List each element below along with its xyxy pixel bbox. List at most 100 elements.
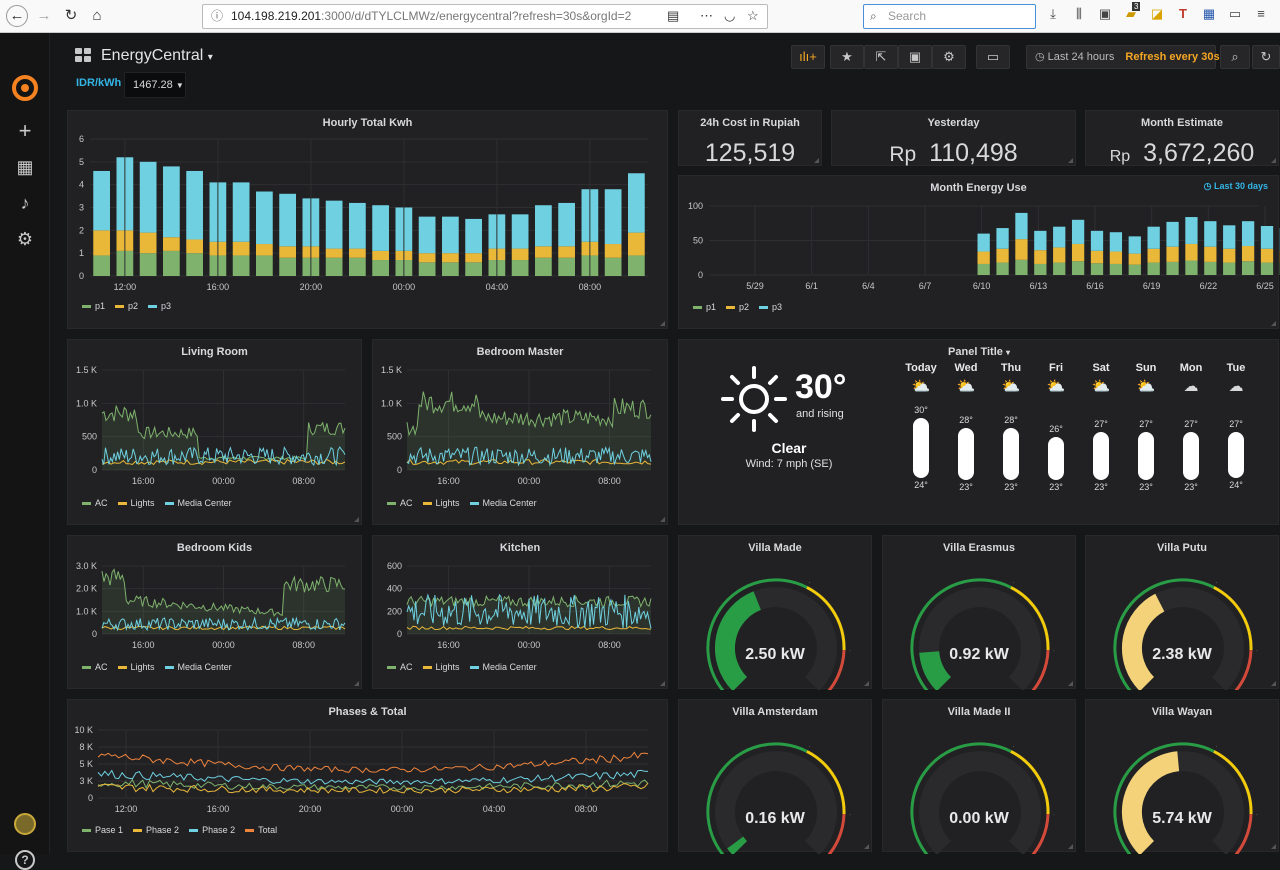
legend-item[interactable]: Total <box>245 825 277 835</box>
legend-item[interactable]: Media Center <box>470 662 537 672</box>
panel-gauge-villa-putu[interactable]: Villa Putu····2.38 kW <box>1085 535 1279 689</box>
panel-stat-yesterday[interactable]: Yesterday Rp 110,498 <box>831 110 1076 166</box>
download-icon[interactable]: ⤓ <box>1044 6 1062 22</box>
legend-item[interactable]: p3 <box>148 301 171 311</box>
reload-icon[interactable]: ↻ <box>60 5 82 27</box>
bar-p3 <box>1034 231 1046 250</box>
url-bar[interactable]: ⓘ 104.198.219.201:3000/d/dTYLCLMWz/energ… <box>202 4 768 29</box>
home-icon[interactable]: ⌂ <box>86 5 108 27</box>
resize-handle[interactable] <box>864 681 869 686</box>
legend-item[interactable]: Media Center <box>165 662 232 672</box>
panel-weather[interactable]: Panel Title ▾ 30° and rising Clear Wind:… <box>678 339 1279 525</box>
back-icon[interactable]: ← <box>6 5 28 27</box>
resize-handle[interactable] <box>814 158 819 163</box>
legend-item[interactable]: p1 <box>82 301 105 311</box>
panel-gauge-villa-erasmus[interactable]: Villa Erasmus····0.92 kW <box>882 535 1076 689</box>
resize-handle[interactable] <box>1271 321 1276 326</box>
resize-handle[interactable] <box>1271 158 1276 163</box>
text-extension-icon[interactable]: T <box>1174 6 1192 21</box>
legend-item[interactable]: Lights <box>423 662 460 672</box>
browser-search-input[interactable]: ⌕ Search <box>863 4 1036 29</box>
panel-stat-month-estimate[interactable]: Month Estimate Rp 3,672,260 <box>1085 110 1279 166</box>
legend-item[interactable]: Lights <box>423 498 460 508</box>
grid-extension-icon[interactable]: ▦ <box>1200 6 1218 22</box>
y-tick-label: 2 <box>79 225 84 235</box>
panel-gauge-villa-made-ii[interactable]: Villa Made II····0.00 kW <box>882 699 1076 852</box>
help-icon[interactable]: ? <box>15 850 35 870</box>
user-avatar[interactable] <box>14 813 36 835</box>
resize-handle[interactable] <box>1068 158 1073 163</box>
zoom-out-button[interactable]: ⌕ <box>1220 45 1250 69</box>
star-button[interactable]: ★ <box>830 45 864 69</box>
extension-badge-icon[interactable]: ▰3 <box>1122 6 1140 22</box>
note-icon[interactable]: ◪ <box>1148 6 1166 22</box>
resize-handle[interactable] <box>1271 844 1276 849</box>
resize-handle[interactable] <box>354 517 359 522</box>
panel-stat-24h-cost[interactable]: 24h Cost in Rupiah 125,519 <box>678 110 822 166</box>
legend-item[interactable]: p3 <box>759 302 782 312</box>
legend-item[interactable]: AC <box>387 662 413 672</box>
add-panel-button[interactable]: ılı+ <box>791 45 825 69</box>
refresh-button[interactable]: ↻ <box>1252 45 1280 69</box>
dashboard-title[interactable]: EnergyCentral ▾ <box>101 47 213 65</box>
panel-gauge-villa-wayan[interactable]: Villa Wayan····5.74 kW <box>1085 699 1279 852</box>
legend-item[interactable]: AC <box>82 662 108 672</box>
resize-handle[interactable] <box>1068 681 1073 686</box>
legend-item[interactable]: Lights <box>118 662 155 672</box>
resize-handle[interactable] <box>1271 681 1276 686</box>
legend-item[interactable]: Media Center <box>165 498 232 508</box>
sidebar-icon[interactable]: ▣ <box>1096 6 1114 22</box>
menu-icon[interactable]: ≡ <box>1252 6 1270 21</box>
library-icon[interactable]: ⫼ <box>1070 6 1088 22</box>
page-actions-icon[interactable]: ⋯ <box>700 4 713 27</box>
y-tick-label: 8 K <box>79 742 93 752</box>
legend-item[interactable]: p2 <box>115 301 138 311</box>
time-picker[interactable]: ◷ Last 24 hours Refresh every 30s <box>1026 45 1216 69</box>
bar-p3 <box>465 219 482 253</box>
legend-item[interactable]: Media Center <box>470 498 537 508</box>
bar-p2 <box>256 244 273 255</box>
panel-gauge-villa-amsterdam[interactable]: Villa Amsterdam····0.16 kW <box>678 699 872 852</box>
grafana-logo-icon[interactable] <box>12 75 38 101</box>
variable-dropdown[interactable]: 1467.28 ▼ <box>124 72 186 98</box>
alerting-bell-icon[interactable]: ♪ <box>13 191 37 215</box>
legend-item[interactable]: Phase 2 <box>133 825 179 835</box>
pocket-icon[interactable]: ◡ <box>724 4 735 27</box>
panel-title[interactable]: Panel Title ▾ <box>679 346 1279 358</box>
bookmark-star-icon[interactable]: ☆ <box>747 4 759 27</box>
legend-item[interactable]: AC <box>387 498 413 508</box>
resize-handle[interactable] <box>660 321 665 326</box>
share-button[interactable]: ⇱ <box>864 45 898 69</box>
reader-view-icon[interactable]: ▤ <box>667 4 679 27</box>
panel-gauge-villa-made[interactable]: Villa Made····2.50 kW <box>678 535 872 689</box>
legend-item[interactable]: Phase 2 <box>189 825 235 835</box>
bar-p2 <box>279 246 296 257</box>
legend-item[interactable]: Lights <box>118 498 155 508</box>
tv-mode-button[interactable]: ▭ <box>976 45 1010 69</box>
legend-item[interactable]: p2 <box>726 302 749 312</box>
create-plus-icon[interactable]: + <box>13 119 37 143</box>
resize-handle[interactable] <box>864 844 869 849</box>
bar-p1 <box>1110 264 1122 275</box>
dashboards-grid-icon[interactable]: ▦ <box>13 155 37 179</box>
legend-item[interactable]: AC <box>82 498 108 508</box>
screen-icon[interactable]: ▭ <box>1226 6 1244 22</box>
save-button[interactable]: ▣ <box>898 45 932 69</box>
legend-item[interactable]: p1 <box>693 302 716 312</box>
resize-handle[interactable] <box>1068 844 1073 849</box>
resize-handle[interactable] <box>354 681 359 686</box>
legend-item[interactable]: Pase 1 <box>82 825 123 835</box>
resize-handle[interactable] <box>660 517 665 522</box>
info-icon[interactable]: ⓘ <box>211 5 223 28</box>
forward-icon[interactable]: → <box>33 5 55 27</box>
configuration-gear-icon[interactable]: ⚙ <box>13 227 37 251</box>
resize-handle[interactable] <box>660 681 665 686</box>
settings-button[interactable]: ⚙ <box>932 45 966 69</box>
